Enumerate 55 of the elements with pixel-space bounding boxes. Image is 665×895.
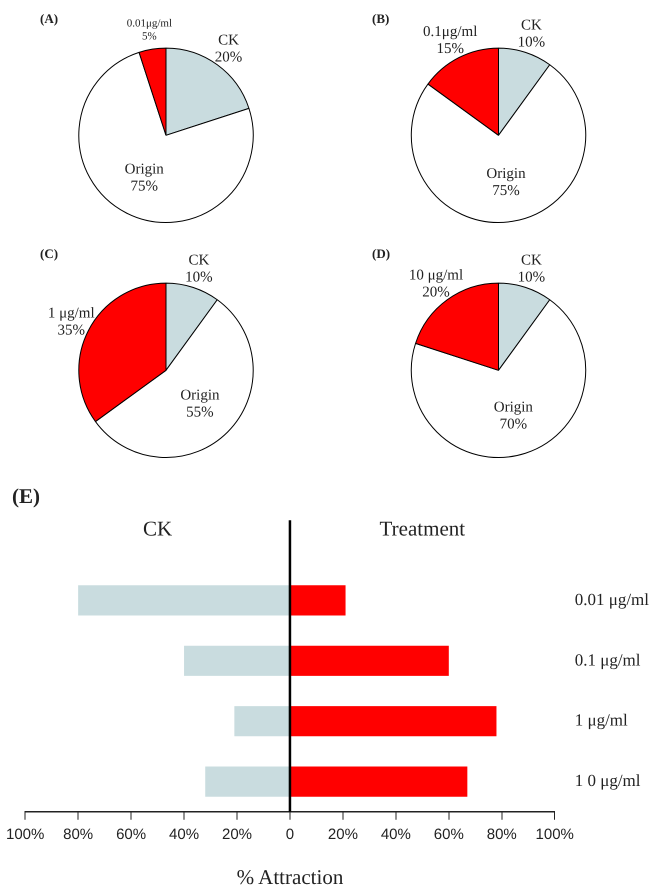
data-label: 10%: [185, 270, 213, 286]
slice-label: CK: [520, 18, 542, 34]
chart-title: (E): [12, 484, 40, 508]
bar: [290, 766, 468, 797]
chart-title: (C): [40, 246, 58, 262]
y-tick-label: 1 0 μg/ml: [574, 771, 641, 790]
slice-label: 0.01μg/ml: [126, 18, 172, 30]
data-label: 15%: [436, 40, 464, 57]
slice-label: CK: [188, 252, 210, 269]
y-tick-label: 1 μg/ml: [574, 710, 628, 730]
slice-label: 10 μg/ml: [408, 268, 464, 284]
x-tick-label: 80%: [486, 826, 517, 843]
x-tick-label: 60%: [116, 826, 146, 843]
bar: [205, 766, 290, 797]
data-label: 10%: [518, 270, 546, 286]
data-label: 75%: [130, 178, 158, 194]
x-axis-title: % Attraction: [236, 864, 344, 889]
chart-title: (B): [372, 11, 390, 26]
bar: [290, 646, 449, 676]
bar: [234, 706, 290, 736]
x-tick-label: 40%: [169, 826, 200, 843]
text: CK: [142, 516, 172, 541]
data-label: 35%: [57, 322, 85, 338]
data-label: 10%: [518, 34, 546, 51]
data-label: 5%: [142, 30, 157, 43]
x-tick-label: 0: [286, 826, 294, 843]
data-label: 70%: [500, 416, 528, 432]
slice-label: 0.1μg/ml: [423, 24, 478, 40]
data-label: 55%: [186, 404, 214, 421]
x-tick-label: 20%: [222, 826, 252, 843]
data-label: 20%: [422, 284, 450, 301]
x-tick-label: 20%: [328, 826, 358, 843]
x-tick-label: 80%: [63, 826, 94, 843]
chart-title: (A): [40, 11, 58, 26]
bar: [78, 585, 290, 616]
x-tick-label: 40%: [380, 826, 411, 843]
slice-label: Origin: [486, 166, 526, 182]
bar: [290, 585, 346, 616]
data-label: 75%: [492, 183, 520, 200]
y-tick-label: 0.01 μg/ml: [574, 590, 650, 609]
x-tick-label: 100%: [536, 826, 574, 843]
x-tick-label: 100%: [6, 826, 44, 843]
bar: [290, 706, 496, 736]
x-tick-label: 60%: [434, 826, 464, 843]
y-tick-label: 0.1 μg/ml: [574, 650, 641, 670]
slice-label: CK: [520, 252, 542, 269]
slice-label: Origin: [180, 388, 220, 404]
slice-label: Origin: [494, 399, 534, 416]
slice-label: Origin: [124, 161, 164, 178]
text: Treatment: [380, 516, 466, 541]
data-label: 20%: [214, 50, 242, 66]
bar: [184, 646, 290, 676]
slice-label: 1 μg/ml: [48, 305, 95, 322]
slice-label: CK: [218, 32, 240, 49]
chart-title: (D): [372, 246, 390, 262]
